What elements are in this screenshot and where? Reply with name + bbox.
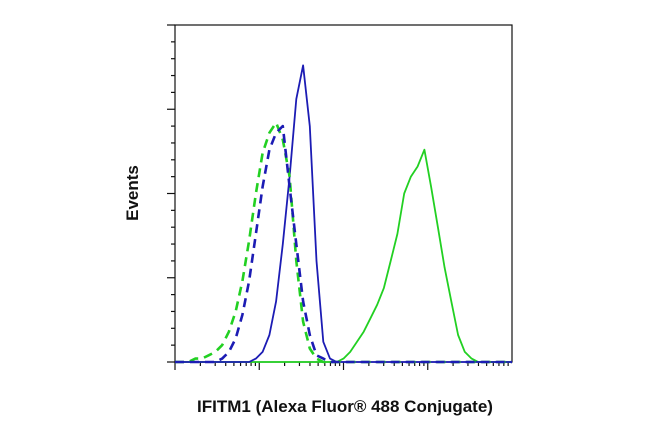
series-line bbox=[175, 121, 512, 364]
plot-frame bbox=[174, 24, 513, 363]
series-line bbox=[175, 124, 512, 364]
y-axis-label: Events bbox=[123, 165, 142, 221]
series-line bbox=[175, 64, 512, 363]
series-line bbox=[175, 148, 512, 363]
x-axis-label: IFITM1 (Alexa Fluor® 488 Conjugate) bbox=[197, 397, 493, 416]
tick-marks bbox=[167, 24, 509, 370]
